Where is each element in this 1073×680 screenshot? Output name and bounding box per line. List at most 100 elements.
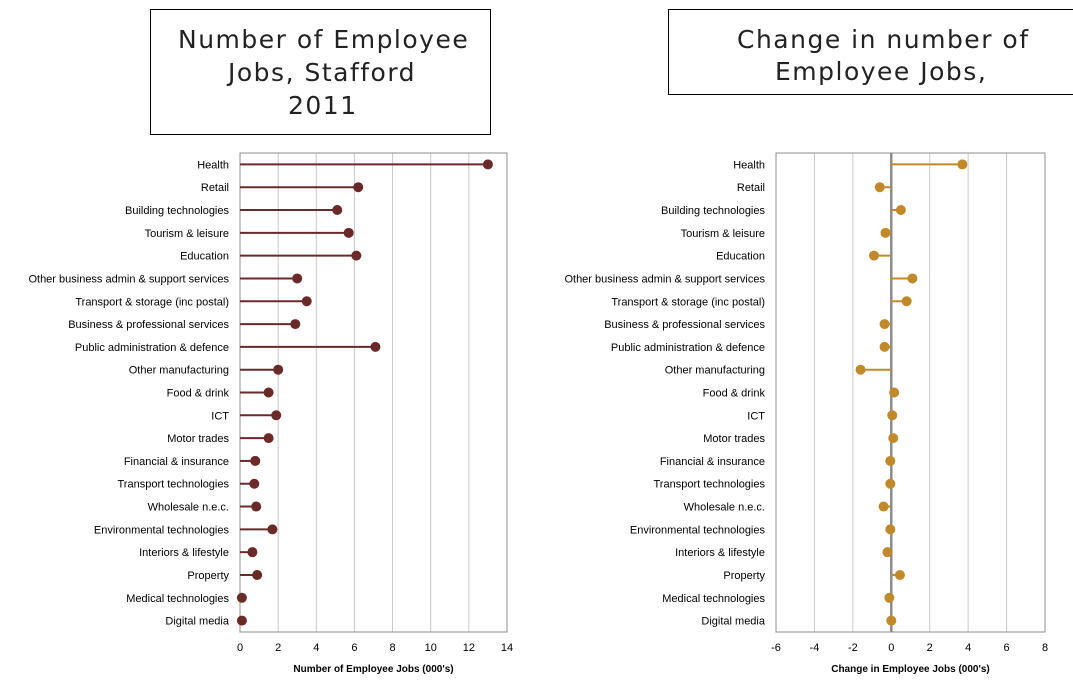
right-category-label: Digital media xyxy=(701,616,765,628)
right-data-point xyxy=(901,296,912,307)
left-data-point xyxy=(332,205,343,216)
right-data-point xyxy=(885,455,896,466)
right-data-point xyxy=(957,159,968,170)
right-data-point xyxy=(878,501,889,512)
left-data-point xyxy=(351,250,362,261)
title-line-1: Number of Employee xyxy=(178,25,470,54)
right-category-label: Health xyxy=(733,159,765,171)
left-category-label: Motor trades xyxy=(167,433,229,445)
left-category-label: Digital media xyxy=(165,616,229,628)
chart-title-right: Change in number of Employee Jobs, xyxy=(668,9,1073,95)
left-category-label: Financial & insurance xyxy=(124,456,229,468)
right-plot-border xyxy=(775,152,1046,633)
left-data-point xyxy=(301,296,312,307)
left-category-label: Health xyxy=(197,159,229,171)
left-x-tick-label: 12 xyxy=(463,642,475,654)
left-category-label: Food & drink xyxy=(167,388,230,400)
left-data-point xyxy=(252,569,263,580)
left-data-point xyxy=(370,341,381,352)
right-category-label: Education xyxy=(716,251,765,263)
left-x-tick-label: 8 xyxy=(390,642,396,654)
right-data-point xyxy=(885,478,896,489)
right-x-tick-label: -2 xyxy=(848,642,858,654)
right-category-label: Property xyxy=(723,570,765,582)
left-data-point xyxy=(251,501,262,512)
title-line-3: 2011 xyxy=(288,91,358,120)
right-x-tick-label: 4 xyxy=(965,642,971,654)
right-category-label: Business & professional services xyxy=(604,319,765,331)
right-data-point xyxy=(886,615,897,626)
left-category-label: Transport & storage (inc postal) xyxy=(75,296,229,308)
left-data-point xyxy=(250,455,261,466)
left-x-tick-label: 6 xyxy=(351,642,357,654)
left-data-point xyxy=(263,433,274,444)
right-category-label: Other manufacturing xyxy=(665,365,765,377)
right-data-point xyxy=(885,524,896,535)
left-category-label: Education xyxy=(180,251,229,263)
right-data-point xyxy=(868,250,879,261)
right-category-label: Other business admin & support services xyxy=(564,273,765,285)
right-data-point xyxy=(855,364,866,375)
right-x-axis-label: Change in Employee Jobs (000's) xyxy=(831,664,990,675)
left-data-point xyxy=(249,478,260,489)
left-category-label: Business & professional services xyxy=(68,319,229,331)
right-x-tick-label: -4 xyxy=(810,642,820,654)
right-category-label: Financial & insurance xyxy=(660,456,765,468)
chart-title-left: Number of Employee Jobs, Stafford 2011 xyxy=(150,9,491,135)
right-data-point xyxy=(884,592,895,603)
left-data-point xyxy=(290,319,301,330)
right-data-point xyxy=(887,410,898,421)
left-category-label: Other manufacturing xyxy=(129,365,229,377)
left-data-point xyxy=(247,547,258,558)
right-category-label: Environmental technologies xyxy=(630,524,766,536)
left-data-point xyxy=(343,227,354,238)
left-data-point xyxy=(263,387,274,398)
left-data-point xyxy=(271,410,282,421)
left-data-point xyxy=(353,182,364,193)
left-x-axis-label: Number of Employee Jobs (000's) xyxy=(293,664,453,675)
left-x-tick-label: 14 xyxy=(501,642,513,654)
right-x-tick-label: -6 xyxy=(771,642,781,654)
right-category-label: ICT xyxy=(747,410,765,422)
right-x-tick-label: 6 xyxy=(1004,642,1010,654)
right-data-point xyxy=(879,341,890,352)
right-category-label: Building technologies xyxy=(661,205,765,217)
left-category-label: Public administration & defence xyxy=(75,342,229,354)
right-data-point xyxy=(874,182,885,193)
right-data-point xyxy=(888,433,899,444)
left-data-point xyxy=(267,524,278,535)
left-data-point xyxy=(482,159,493,170)
left-x-tick-label: 10 xyxy=(425,642,437,654)
right-x-tick-label: 8 xyxy=(1042,642,1048,654)
right-data-point xyxy=(894,569,905,580)
left-x-tick-label: 4 xyxy=(313,642,319,654)
left-category-label: ICT xyxy=(211,410,229,422)
right-data-point xyxy=(907,273,918,284)
left-x-tick-label: 2 xyxy=(275,642,281,654)
right-category-label: Interiors & lifestyle xyxy=(675,547,765,559)
left-category-label: Building technologies xyxy=(125,205,229,217)
left-x-tick-label: 0 xyxy=(237,642,243,654)
right-data-point xyxy=(895,205,906,216)
title-line-1: Change in number of xyxy=(737,25,1030,54)
right-category-label: Retail xyxy=(737,182,765,194)
left-plot-border xyxy=(239,152,508,633)
right-category-label: Medical technologies xyxy=(662,593,765,605)
right-category-label: Public administration & defence xyxy=(611,342,765,354)
left-category-label: Property xyxy=(187,570,229,582)
left-category-label: Medical technologies xyxy=(126,593,229,605)
left-category-label: Transport technologies xyxy=(118,479,230,491)
right-category-label: Tourism & leisure xyxy=(681,228,765,240)
left-data-point xyxy=(236,615,247,626)
right-data-point xyxy=(879,319,890,330)
left-category-label: Wholesale n.e.c. xyxy=(148,502,229,514)
left-category-label: Other business admin & support services xyxy=(28,273,229,285)
left-data-point xyxy=(236,592,247,603)
left-category-label: Tourism & leisure xyxy=(145,228,229,240)
right-category-label: Transport & storage (inc postal) xyxy=(611,296,765,308)
left-category-label: Retail xyxy=(201,182,229,194)
title-line-2: Employee Jobs, xyxy=(775,57,988,86)
right-data-point xyxy=(882,547,893,558)
left-data-point xyxy=(292,273,303,284)
